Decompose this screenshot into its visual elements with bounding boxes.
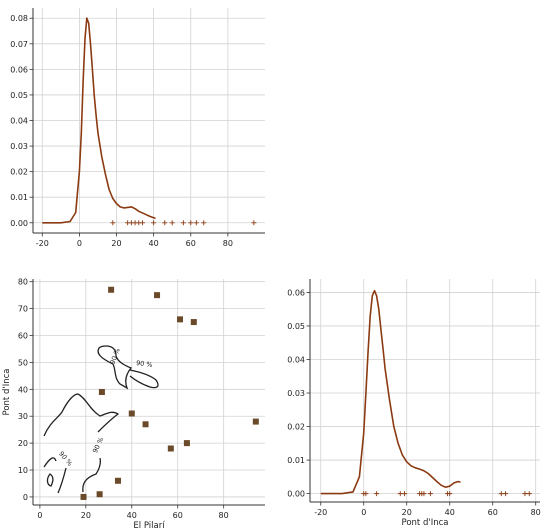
scatter-point <box>98 389 105 395</box>
scatter-point <box>108 286 115 293</box>
y-tick-label: 0.02 <box>10 168 28 177</box>
scatter-point <box>154 292 161 299</box>
kde-plot-el-pilari: -20 0 20 40 60 80 0.00 0.01 0.02 0.03 0.04 0.05 0.06… <box>10 8 265 248</box>
x-axis-label: El Pilarí <box>133 521 165 531</box>
density-curve <box>42 17 156 224</box>
y-tick-label: 30 <box>18 412 28 421</box>
y-tick-label: 20 <box>18 439 28 448</box>
contour-label: 90 % <box>91 436 105 454</box>
scatter-point <box>80 493 87 500</box>
density-contour-line <box>129 369 159 389</box>
density-contour-line <box>82 457 102 493</box>
x-tick-label: 20 <box>402 508 412 517</box>
rug-marker <box>526 491 532 497</box>
rug-marker <box>180 220 186 226</box>
x-tick-label: 80 <box>531 508 541 517</box>
x-tick-label: 60 <box>488 508 498 517</box>
rug-marker <box>201 220 207 226</box>
rug-marker <box>374 491 380 497</box>
x-tick-label: 40 <box>445 508 455 517</box>
scatter-point <box>190 319 197 326</box>
kde-plot-pont-dinca: -20 0 20 40 60 80 0.00 0.01 0.02 0.03 0.04 0.05 0.06… <box>287 279 541 528</box>
y-tick-label: 0.04 <box>10 117 28 126</box>
x-tick-label: 80 <box>223 239 233 248</box>
x-tick-label: 80 <box>219 511 229 520</box>
contour-label: 90 % <box>57 450 74 468</box>
scatter-point <box>114 477 121 484</box>
y-tick-label: 60 <box>18 332 28 341</box>
y-tick-label: 0.05 <box>287 322 305 331</box>
density-curve <box>320 289 461 495</box>
density-contour-line <box>97 345 133 390</box>
density-contour-line <box>43 393 120 437</box>
rug-marker <box>188 220 194 226</box>
rug-marker <box>251 220 257 226</box>
y-tick-label: 0.07 <box>10 40 28 49</box>
x-tick-label: -20 <box>314 508 327 517</box>
rug-marker <box>110 220 116 226</box>
rug-marker <box>169 220 175 226</box>
y-tick-label: 0.06 <box>10 65 28 74</box>
y-tick-label: 50 <box>18 358 28 367</box>
x-tick-label: 0 <box>77 239 82 248</box>
y-tick-label: 10 <box>18 466 28 475</box>
rug-marker <box>162 220 168 226</box>
rug-marker <box>151 220 157 226</box>
scatter-point <box>177 316 184 323</box>
scatter-point <box>167 445 174 452</box>
scatter-plot-el-pilari-vs-pont-dinca: 0 20 40 60 80 0 10 20 30 40 50 60 70 80 El Pilarí Pont … <box>2 278 265 531</box>
x-tick-label: 20 <box>111 239 121 248</box>
y-axis-label: Pont d'Inca <box>2 369 12 416</box>
contour-label: 90 % <box>136 359 153 369</box>
y-tick-label: 0.00 <box>10 219 28 228</box>
scatter-point <box>183 440 190 447</box>
y-tick-label: 0.01 <box>287 456 305 465</box>
rug-marker <box>447 491 453 497</box>
density-contour-line <box>43 457 57 487</box>
y-tick-label: 0.06 <box>287 288 305 297</box>
x-axis-label: Pont d'Inca <box>402 518 449 528</box>
y-tick-label: 0.03 <box>10 142 28 151</box>
y-tick-label: 0.02 <box>287 423 305 432</box>
x-tick-label: 0 <box>37 511 42 520</box>
y-tick-label: 70 <box>18 305 28 314</box>
rug-marker <box>421 491 427 497</box>
x-tick-label: 40 <box>149 239 159 248</box>
rug-marker <box>140 220 146 226</box>
y-tick-label: 0.00 <box>287 490 305 499</box>
x-tick-label: 40 <box>127 511 137 520</box>
rug-marker <box>397 491 403 497</box>
density-contour-line <box>57 467 67 494</box>
y-tick-label: 80 <box>18 278 28 287</box>
scatter-point <box>96 491 103 498</box>
y-tick-label: 0.01 <box>10 193 28 202</box>
rug-marker <box>503 491 509 497</box>
x-tick-label: 60 <box>173 511 183 520</box>
scatter-point <box>128 410 135 417</box>
x-tick-label: 20 <box>81 511 91 520</box>
rug-marker <box>402 491 408 497</box>
rug-marker <box>193 220 199 226</box>
y-tick-label: 0 <box>23 493 28 502</box>
scatter-point <box>142 421 149 428</box>
rug-marker <box>522 491 528 497</box>
scatter-point <box>252 418 259 425</box>
y-tick-label: 0.04 <box>287 355 305 364</box>
rug-marker <box>498 491 504 497</box>
x-tick-label: -20 <box>36 239 49 248</box>
y-tick-label: 40 <box>18 385 28 394</box>
rug-marker <box>363 491 369 497</box>
x-tick-label: 60 <box>186 239 196 248</box>
y-tick-label: 0.08 <box>10 14 28 23</box>
y-tick-label: 0.05 <box>10 91 28 100</box>
rug-marker <box>427 491 433 497</box>
y-tick-label: 0.03 <box>287 389 305 398</box>
x-tick-label: 0 <box>361 508 366 517</box>
